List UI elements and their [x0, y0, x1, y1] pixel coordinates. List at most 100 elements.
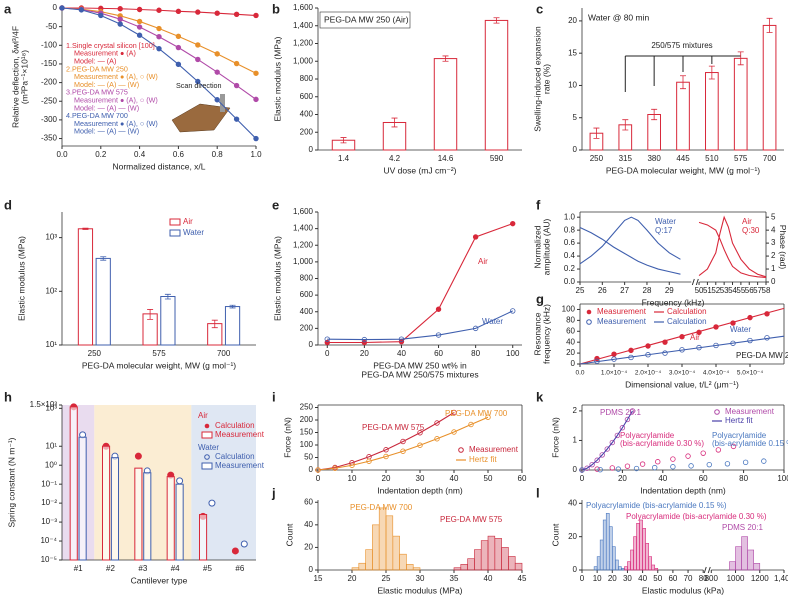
y-tick-label: 0.6 — [564, 238, 576, 247]
y-tick-label: 60 — [304, 497, 313, 506]
y-tick-label: 10⁻¹ — [41, 479, 57, 488]
histogram-bar — [618, 566, 622, 571]
y-tick-label: 0.8 — [564, 225, 576, 234]
panel-label: a — [4, 1, 12, 16]
point — [435, 306, 442, 312]
y-tick-label: -300 — [41, 115, 58, 124]
y-tick-label: 1,600 — [293, 207, 314, 216]
y-axis-label: Elastic modulus (MPa) — [272, 236, 282, 321]
histogram-bar — [654, 568, 659, 571]
x-axis-label: Indentation depth (nm) — [377, 485, 463, 495]
point — [78, 7, 85, 13]
point — [619, 425, 626, 431]
bar — [224, 306, 241, 346]
series-line — [317, 412, 455, 471]
histogram-bar — [648, 556, 652, 571]
x-tick-label: #6 — [235, 564, 244, 573]
point — [156, 7, 162, 13]
axis-break — [703, 568, 712, 572]
x-axis-label: PEG-DA MW 250/575 mixtures — [361, 369, 478, 379]
x-tick-label: 4.0×10⁻⁴ — [703, 370, 729, 377]
y-tick-label: 100 — [562, 305, 576, 314]
x-tick-label: 26 — [598, 286, 607, 295]
annotation: Water — [655, 217, 676, 226]
point — [383, 447, 389, 453]
x-tick-label: 0.0 — [56, 150, 68, 159]
y-tick-label: 2 — [573, 406, 578, 415]
y2-tick-label: 2 — [771, 251, 776, 260]
point — [175, 44, 182, 51]
error-bar — [593, 127, 600, 139]
annotation: Polyacrylamide (bis-acrylamide 0.30 %) — [626, 512, 767, 521]
x-tick-label: 20 — [618, 474, 627, 483]
error-bar — [737, 51, 744, 66]
point — [655, 459, 661, 465]
inset-cantilever — [171, 103, 231, 133]
point — [609, 465, 615, 471]
x-tick-label: 30 — [623, 574, 632, 583]
x-axis-label: PEG-DA molecular weight, MW (g mol⁻¹) — [82, 360, 236, 370]
x-tick-label: #1 — [74, 564, 83, 573]
annotation: PEG-DA MW 700 — [445, 409, 508, 418]
y-tick-label: 800 — [300, 274, 314, 283]
x-tick-label: 40 — [638, 574, 647, 583]
legend-label: Measurement — [597, 307, 647, 316]
point — [435, 332, 442, 338]
annotation: Water — [730, 325, 751, 334]
x-tick-label: 250 — [88, 349, 102, 358]
point — [176, 477, 184, 485]
annotation: Measurement ● (A), ○ (W) — [74, 72, 158, 81]
y-tick-label: 10³ — [45, 403, 57, 412]
histogram-bar — [460, 564, 468, 571]
x-tick-label: 4.2 — [389, 154, 401, 163]
series-line — [579, 216, 681, 265]
point — [195, 78, 201, 85]
y-tick-label: 800 — [300, 74, 314, 83]
histogram-bar — [412, 567, 421, 571]
point — [599, 452, 605, 458]
point — [156, 45, 162, 52]
panel-label: g — [536, 291, 544, 306]
y-axis-label: Spring constant (N m⁻¹) — [6, 437, 16, 527]
legend-label: Calculation — [215, 421, 255, 430]
point — [584, 465, 590, 471]
y-tick-label: 1,600 — [293, 3, 314, 12]
x-tick-label: 56 — [745, 286, 754, 295]
annotation: Q:17 — [655, 226, 673, 235]
point — [175, 61, 182, 68]
x-tick-label: 40 — [397, 349, 406, 358]
x-tick-label: 0.2 — [95, 150, 107, 159]
y-tick-label: 200 — [300, 127, 314, 136]
y-tick-label: 0 — [573, 565, 578, 574]
x-tick-label: 35 — [450, 574, 459, 583]
y-tick-label: 0 — [571, 359, 576, 368]
point — [624, 463, 631, 469]
annotation: Scan direction — [176, 81, 222, 90]
y-axis-label: Elastic modulus (MPa) — [16, 236, 26, 321]
x-tick-label: 1.0×10⁻⁴ — [601, 370, 627, 377]
point — [175, 33, 182, 40]
error-bar — [147, 309, 154, 320]
chart-title: Water @ 80 min — [588, 12, 649, 22]
x-tick-label: 590 — [490, 154, 504, 163]
x-tick-label: 380 — [647, 154, 661, 163]
x-tick-label: 0.0 — [575, 370, 584, 377]
region-shade — [62, 405, 95, 560]
annotation: PDMS 20:1 — [722, 523, 763, 532]
bar — [166, 476, 175, 561]
point — [629, 408, 636, 414]
y-tick-label: 1,400 — [293, 224, 314, 233]
y-tick-label: 600 — [300, 290, 314, 299]
y-axis-label: Force (nN) — [550, 417, 560, 458]
legend-swatch — [586, 309, 592, 315]
x-tick-label: 57 — [753, 286, 762, 295]
panel-label: j — [271, 485, 276, 500]
y-tick-label: 400 — [300, 307, 314, 316]
series-line — [327, 223, 513, 344]
y-tick-label: 1 — [573, 436, 578, 445]
x-tick-label: #4 — [171, 564, 180, 573]
legend-label: Measurement — [597, 317, 647, 326]
x-tick-label: 70 — [684, 574, 693, 583]
x-tick-label: #3 — [138, 564, 147, 573]
x-tick-label: 1.4 — [338, 154, 350, 163]
